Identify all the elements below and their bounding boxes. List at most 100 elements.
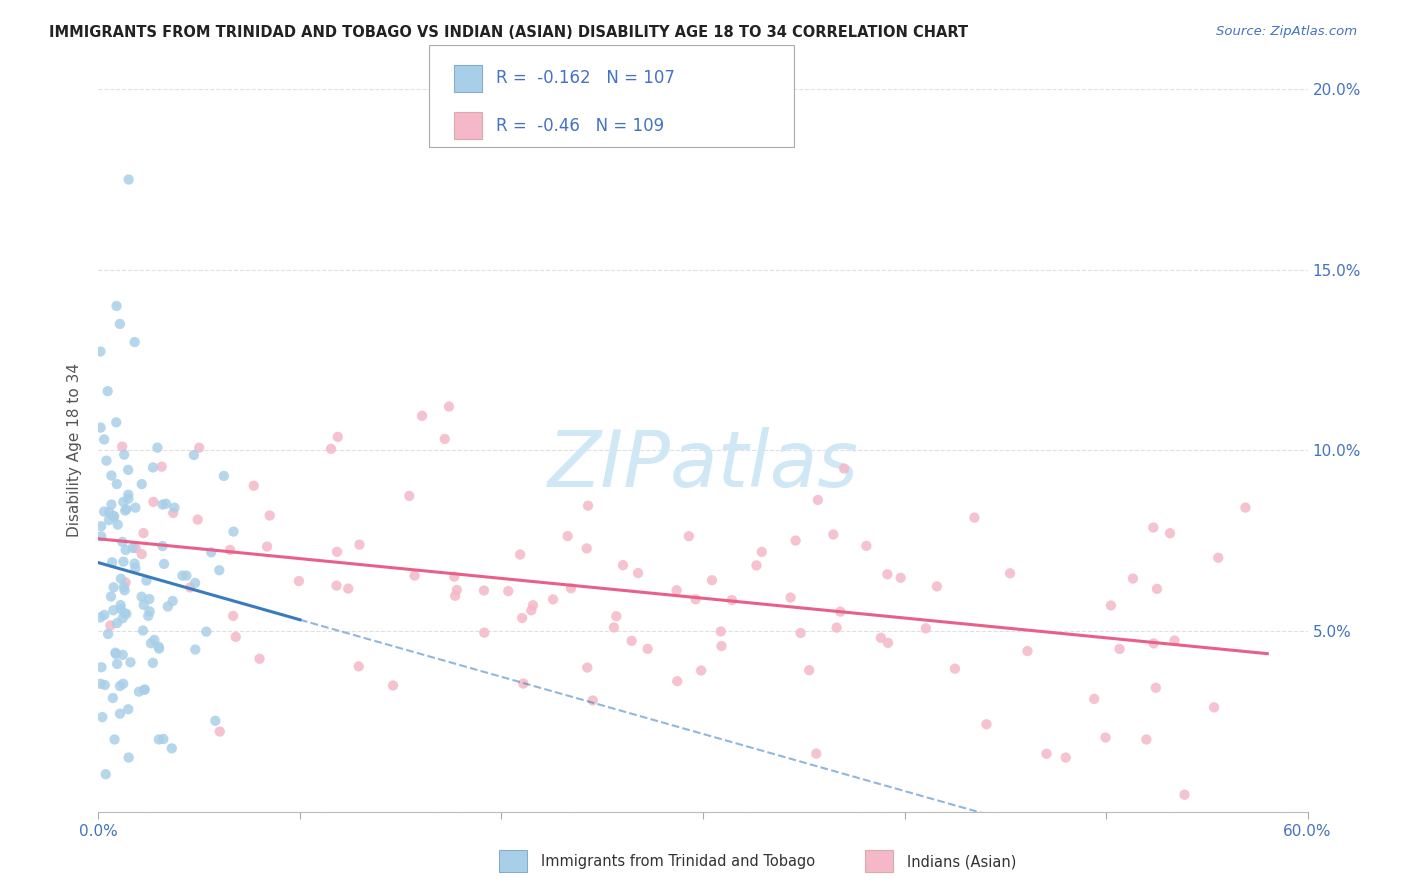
Point	[96, 453, 118, 467]
Point	[89, 344, 111, 359]
Point	[105, 477, 128, 491]
Point	[134, 682, 156, 697]
Point	[326, 545, 349, 559]
Point	[155, 497, 177, 511]
Point	[148, 640, 170, 654]
Point	[1108, 641, 1130, 656]
Point	[605, 609, 627, 624]
Point	[142, 460, 165, 475]
Point	[1035, 747, 1057, 761]
Point	[779, 591, 801, 605]
Point	[751, 545, 773, 559]
Point	[93, 505, 115, 519]
Point	[97, 627, 120, 641]
Point	[114, 583, 136, 598]
Point	[103, 509, 125, 524]
Point	[162, 506, 184, 520]
Point	[112, 677, 135, 691]
Point	[1206, 550, 1229, 565]
Point	[256, 540, 278, 554]
Point	[603, 620, 626, 634]
Point	[690, 664, 713, 678]
Point	[242, 479, 264, 493]
Point	[91, 710, 114, 724]
Point	[103, 580, 125, 594]
Point	[1234, 500, 1257, 515]
Point	[876, 567, 898, 582]
Point	[976, 717, 998, 731]
Point	[93, 607, 115, 622]
Point	[107, 517, 129, 532]
Point	[110, 572, 132, 586]
Point	[1142, 520, 1164, 534]
Point	[806, 747, 828, 761]
Point	[112, 448, 135, 462]
Point	[666, 674, 689, 689]
Point	[443, 569, 465, 583]
Point	[1122, 572, 1144, 586]
Point	[349, 538, 371, 552]
Point	[184, 576, 207, 591]
Point	[444, 589, 467, 603]
Point	[100, 590, 122, 604]
Point	[998, 566, 1021, 581]
Point	[914, 621, 936, 635]
Y-axis label: Disability Age 18 to 34: Disability Age 18 to 34	[67, 363, 83, 538]
Point	[943, 662, 966, 676]
Point	[830, 605, 852, 619]
Point	[575, 541, 598, 556]
Point	[411, 409, 433, 423]
Point	[249, 652, 271, 666]
Point	[685, 592, 707, 607]
Point	[112, 580, 135, 594]
Point	[162, 594, 184, 608]
Text: R =  -0.46   N = 109: R = -0.46 N = 109	[496, 117, 665, 135]
Point	[208, 724, 231, 739]
Point	[337, 582, 360, 596]
Point	[1163, 633, 1185, 648]
Point	[560, 581, 582, 595]
Point	[100, 498, 122, 512]
Point	[93, 433, 115, 447]
Point	[94, 767, 117, 781]
Point	[204, 714, 226, 728]
Point	[114, 543, 136, 558]
Point	[710, 624, 733, 639]
Point	[110, 602, 132, 616]
Point	[111, 535, 134, 549]
Point	[117, 491, 139, 506]
Point	[128, 684, 150, 698]
Point	[124, 334, 146, 349]
Text: IMMIGRANTS FROM TRINIDAD AND TOBAGO VS INDIAN (ASIAN) DISABILITY AGE 18 TO 34 CO: IMMIGRANTS FROM TRINIDAD AND TOBAGO VS I…	[49, 25, 969, 40]
Point	[870, 631, 893, 645]
Point	[131, 477, 153, 491]
Point	[1146, 582, 1168, 596]
Point	[1054, 750, 1077, 764]
Point	[115, 502, 138, 516]
Point	[807, 493, 830, 508]
Point	[131, 590, 153, 604]
Point	[620, 633, 643, 648]
Point	[1017, 644, 1039, 658]
Point	[89, 677, 111, 691]
Point	[105, 299, 128, 313]
Point	[121, 541, 143, 555]
Point	[94, 678, 117, 692]
Point	[124, 561, 146, 575]
Point	[160, 741, 183, 756]
Point	[110, 598, 132, 612]
Point	[582, 693, 605, 707]
Point	[179, 581, 201, 595]
Point	[832, 461, 855, 475]
Point	[522, 598, 544, 612]
Point	[90, 529, 112, 543]
Point	[472, 583, 495, 598]
Point	[152, 539, 174, 553]
Point	[512, 676, 534, 690]
Point	[90, 519, 112, 533]
Point	[319, 442, 342, 456]
Point	[446, 582, 468, 597]
Point	[101, 555, 124, 569]
Point	[103, 732, 125, 747]
Point	[1173, 788, 1195, 802]
